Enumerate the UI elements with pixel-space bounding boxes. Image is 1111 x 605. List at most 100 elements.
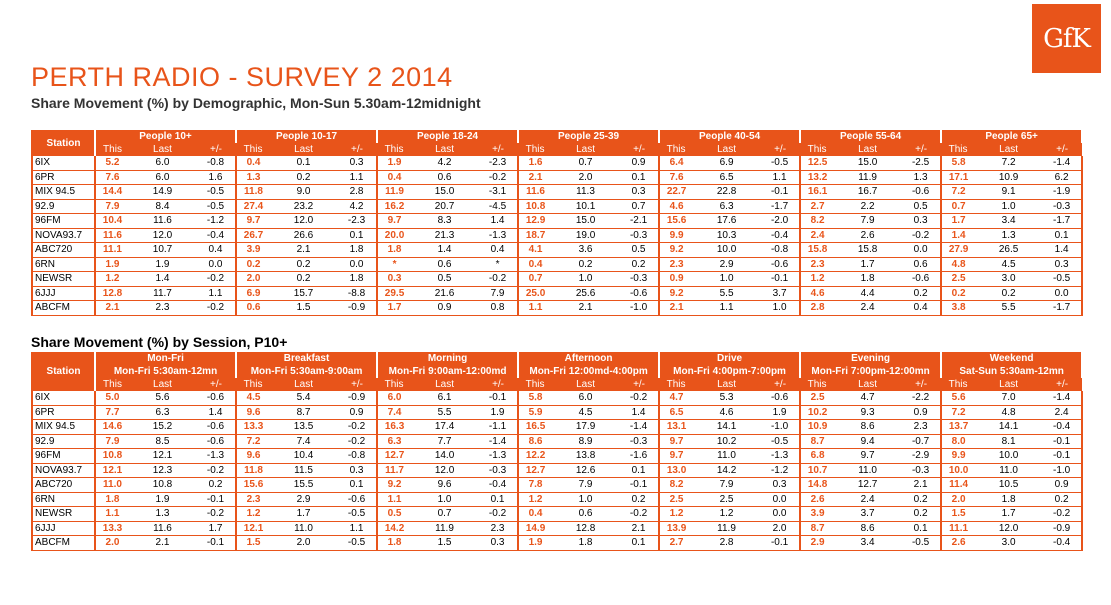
change-value: -0.3 <box>619 434 661 449</box>
this-value: 8.0 <box>940 434 976 449</box>
this-value: 0.9 <box>658 271 694 287</box>
change-value: 0.2 <box>901 492 943 507</box>
change-value: 0.3 <box>901 213 943 229</box>
last-value: 2.5 <box>693 492 761 507</box>
sub-header: +/- <box>619 143 660 156</box>
change-value: -8.8 <box>337 286 379 301</box>
this-value: 12.5 <box>799 156 835 171</box>
change-value: -2.3 <box>478 156 520 171</box>
change-value: -0.1 <box>760 184 802 200</box>
sub-header: This <box>95 378 129 391</box>
last-value: 8.4 <box>129 199 196 214</box>
change-value: 0.1 <box>478 492 520 507</box>
change-value: 6.2 <box>1042 170 1084 185</box>
this-value: 14.9 <box>517 521 553 536</box>
this-value: 7.2 <box>940 184 976 200</box>
last-value: 0.1 <box>270 156 338 171</box>
change-value: 0.1 <box>337 477 379 493</box>
last-value: 1.0 <box>552 492 620 507</box>
this-value: 7.8 <box>517 477 553 493</box>
last-value: 2.9 <box>693 257 761 272</box>
last-value: 21.6 <box>411 286 479 301</box>
station-name: 6RN <box>31 257 96 272</box>
this-value: 7.9 <box>94 434 129 449</box>
this-value: 0.7 <box>940 199 976 214</box>
last-value: 10.1 <box>552 199 620 214</box>
change-value: 0.0 <box>337 257 379 272</box>
last-value: 0.2 <box>975 286 1043 301</box>
group-header: Drive <box>658 352 802 365</box>
sub-header: Last <box>975 378 1043 391</box>
this-value: 6.4 <box>658 156 694 171</box>
last-value: 14.2 <box>693 463 761 478</box>
this-value: 12.7 <box>376 448 412 464</box>
station-name: NOVA93.7 <box>31 463 96 478</box>
last-value: 26.6 <box>270 228 338 243</box>
sub-header: +/- <box>337 143 378 156</box>
change-value: -0.3 <box>619 271 661 287</box>
station-name: 6JJJ <box>31 286 96 301</box>
last-value: 12.0 <box>975 521 1043 536</box>
change-value: -0.9 <box>337 300 379 316</box>
this-value: 8.6 <box>517 434 553 449</box>
this-value: 0.4 <box>517 506 553 522</box>
change-value: -0.2 <box>196 506 238 522</box>
last-value: 6.0 <box>129 170 196 185</box>
this-value: 2.1 <box>94 300 129 316</box>
change-value: -1.7 <box>1042 213 1084 229</box>
change-value: -0.5 <box>196 199 238 214</box>
this-value: 10.8 <box>517 199 553 214</box>
change-value: -0.2 <box>478 506 520 522</box>
change-value: -1.4 <box>478 434 520 449</box>
change-value: 0.9 <box>337 405 379 420</box>
this-value: 7.6 <box>94 170 129 185</box>
this-value: 2.3 <box>799 257 835 272</box>
change-value: -0.5 <box>1042 271 1084 287</box>
station-name: 92.9 <box>31 434 96 449</box>
station-name: ABC720 <box>31 477 96 493</box>
last-value: 6.1 <box>411 391 479 406</box>
change-value: 0.6 <box>901 257 943 272</box>
change-value: -2.0 <box>760 213 802 229</box>
this-value: 5.8 <box>517 391 553 406</box>
this-value: 1.7 <box>376 300 412 316</box>
last-value: 10.0 <box>693 242 761 258</box>
last-value: 2.4 <box>834 492 902 507</box>
this-value: 2.1 <box>517 170 553 185</box>
change-value: 0.2 <box>901 286 943 301</box>
last-value: 1.4 <box>411 242 479 258</box>
sub-header: +/- <box>196 378 237 391</box>
session-table: Station Mon-Fri Breakfast Morning Afternoon D… <box>31 352 1084 551</box>
this-value: 9.7 <box>235 213 271 229</box>
change-value: -2.5 <box>901 156 943 171</box>
last-value: 0.2 <box>270 271 338 287</box>
last-value: 3.4 <box>975 213 1043 229</box>
change-value: 0.0 <box>760 492 802 507</box>
this-value: 1.2 <box>94 271 129 287</box>
table-row: ABCFM 2.0 2.1 -0.1 1.5 2.0 -0.5 1.8 1.5 0.3 1.9 1.8… <box>31 535 1084 551</box>
this-value: 0.4 <box>517 257 553 272</box>
last-value: 11.9 <box>411 521 479 536</box>
change-value: -1.7 <box>760 199 802 214</box>
last-value: 0.2 <box>270 170 338 185</box>
change-value: 1.1 <box>196 286 238 301</box>
change-value: 0.5 <box>901 199 943 214</box>
station-name: MIX 94.5 <box>31 184 96 200</box>
last-value: 23.2 <box>270 199 338 214</box>
table-row: 96FM 10.4 11.6 -1.2 9.7 12.0 -2.3 9.7 8.3 1.4 12.9… <box>31 213 1084 229</box>
station-name: 92.9 <box>31 199 96 214</box>
change-value: -1.9 <box>1042 184 1084 200</box>
last-value: 2.3 <box>129 300 196 316</box>
this-value: 10.8 <box>94 448 129 464</box>
group-time-header: Mon-Fri 5:30am-12mn <box>93 365 238 378</box>
change-value: -0.2 <box>1042 506 1084 522</box>
page-title: PERTH RADIO - SURVEY 2 2014 <box>31 62 453 92</box>
this-value: 20.0 <box>376 228 412 243</box>
last-value: 11.6 <box>129 521 196 536</box>
change-value: 0.2 <box>1042 492 1084 507</box>
this-value: 14.8 <box>799 477 835 493</box>
change-value: -0.2 <box>901 228 943 243</box>
group-header: Morning <box>376 352 520 365</box>
last-value: 1.7 <box>834 257 902 272</box>
change-value: 1.8 <box>337 271 379 287</box>
